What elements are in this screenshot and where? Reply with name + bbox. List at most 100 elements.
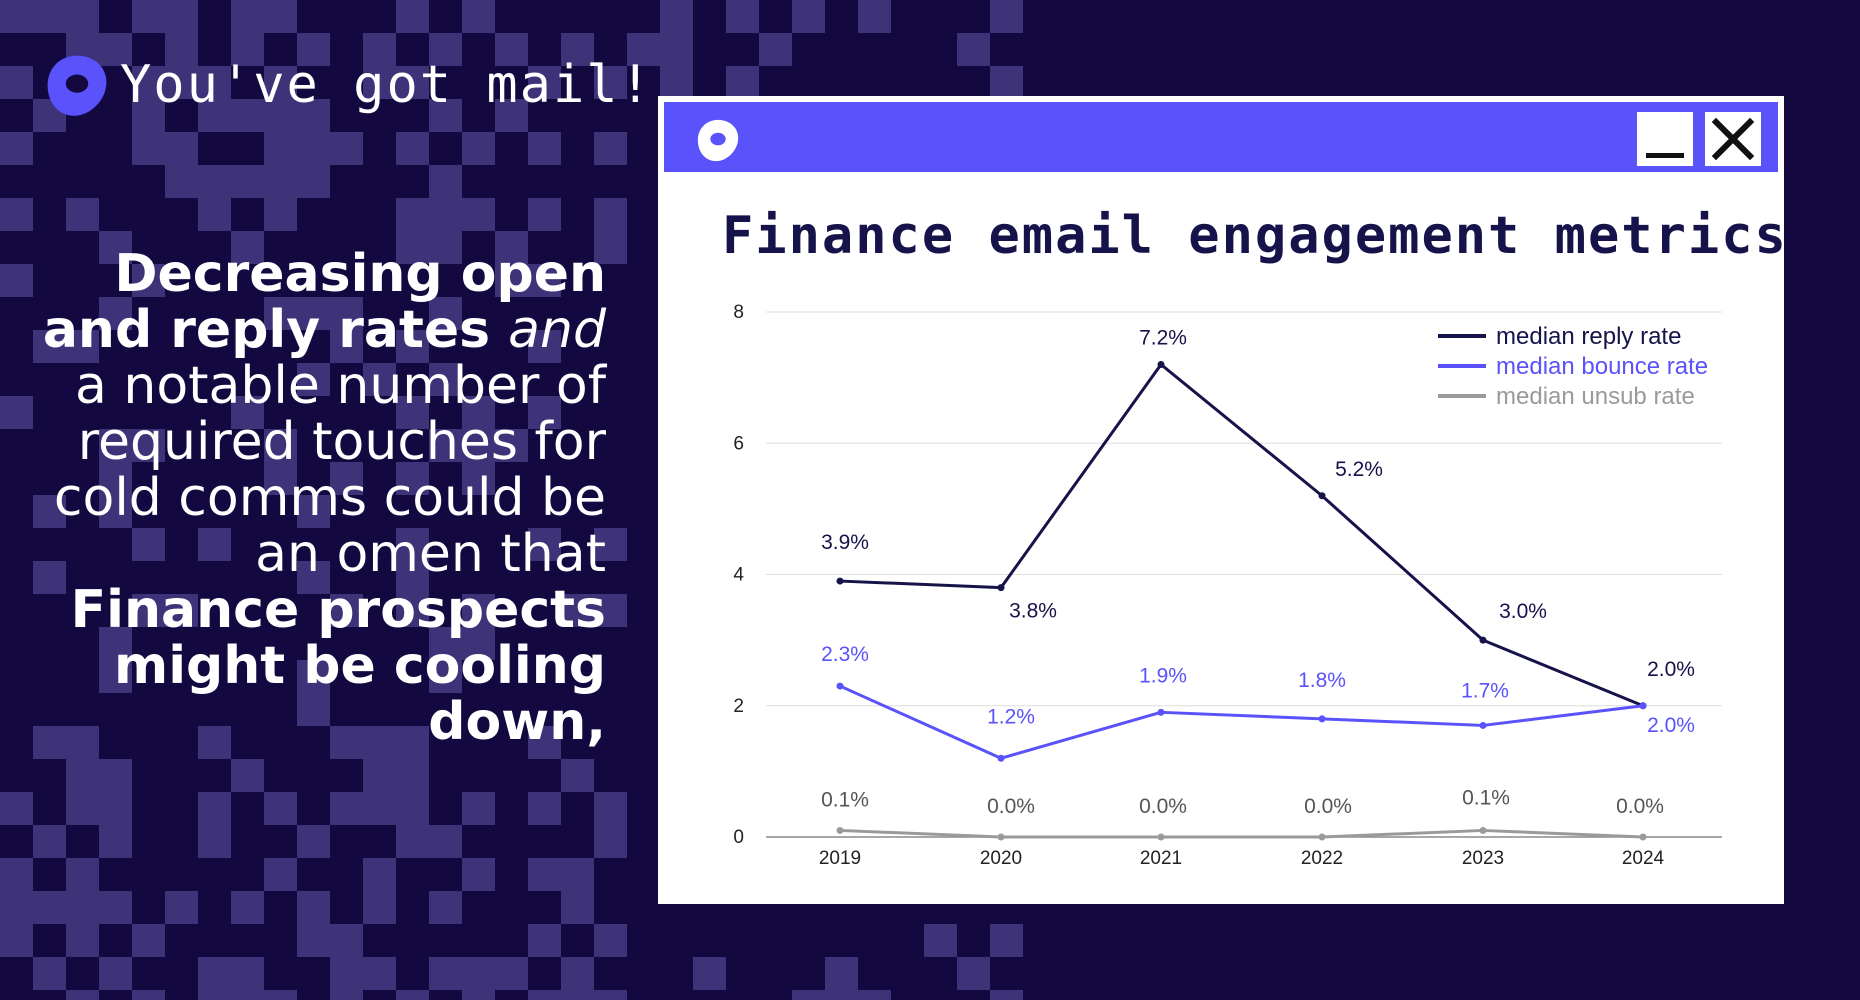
- pattern-tile: [825, 957, 858, 990]
- pattern-tile: [990, 66, 1023, 99]
- pattern-tile: [264, 66, 297, 99]
- data-label: 0.1%: [821, 788, 869, 811]
- pattern-tile: [99, 825, 132, 858]
- data-point: [1479, 721, 1487, 729]
- pattern-tile: [462, 627, 495, 660]
- series-line: [839, 363, 1644, 708]
- pattern-tile: [0, 132, 33, 165]
- data-point: [1318, 492, 1326, 500]
- close-icon: [1711, 117, 1755, 161]
- pattern-tile: [0, 858, 33, 891]
- pattern-tile: [264, 99, 297, 132]
- pattern-tile: [66, 198, 99, 231]
- pattern-tile: [957, 957, 990, 990]
- pattern-tile: [429, 627, 462, 660]
- pattern-tile: [198, 990, 231, 1000]
- pattern-tile: [297, 363, 330, 396]
- pattern-tile: [396, 825, 429, 858]
- pattern-tile: [462, 0, 495, 33]
- pattern-tile: [33, 825, 66, 858]
- pattern-tile: [99, 660, 132, 693]
- pattern-tile: [33, 957, 66, 990]
- pattern-tile: [330, 792, 363, 825]
- pattern-tile: [297, 561, 330, 594]
- pattern-tile: [495, 231, 528, 264]
- minimize-button[interactable]: [1637, 112, 1693, 166]
- pattern-tile: [297, 165, 330, 198]
- pattern-tile: [594, 528, 627, 561]
- pattern-tile: [462, 462, 495, 495]
- pattern-tile: [396, 726, 429, 759]
- pattern-tile: [297, 33, 330, 66]
- data-label: 1.9%: [1139, 664, 1187, 687]
- pattern-tile: [396, 0, 429, 33]
- headline: Decreasing open and reply rates and a no…: [40, 246, 606, 750]
- pattern-tile: [297, 825, 330, 858]
- pattern-tile: [330, 990, 363, 1000]
- pattern-tile: [198, 825, 231, 858]
- pattern-tile: [759, 33, 792, 66]
- pattern-tile: [429, 429, 462, 462]
- pattern-tile: [462, 198, 495, 231]
- pattern-tile: [99, 462, 132, 495]
- data-label: 3.8%: [1009, 600, 1057, 623]
- pattern-tile: [561, 891, 594, 924]
- pattern-tile: [495, 264, 528, 297]
- data-label: 0.0%: [1616, 795, 1664, 818]
- pattern-tile: [396, 561, 429, 594]
- y-tick-label: 0: [733, 827, 744, 848]
- pattern-tile: [726, 66, 759, 99]
- pattern-tile: [528, 330, 561, 363]
- data-point: [1318, 715, 1326, 723]
- pattern-tile: [429, 825, 462, 858]
- pattern-tile: [264, 990, 297, 1000]
- pattern-tile: [363, 792, 396, 825]
- pattern-tile: [66, 858, 99, 891]
- close-button[interactable]: [1705, 112, 1761, 166]
- pattern-tile: [198, 165, 231, 198]
- data-point: [997, 833, 1005, 841]
- pattern-tile: [66, 330, 99, 363]
- pattern-tile: [396, 594, 429, 627]
- pattern-tile: [231, 0, 264, 33]
- pattern-tile: [726, 0, 759, 33]
- x-tick-label: 2022: [1301, 848, 1343, 869]
- pattern-tile: [264, 132, 297, 165]
- pattern-tile: [132, 528, 165, 561]
- pattern-tile: [0, 198, 33, 231]
- headline-segment: a notable number of required touches for…: [53, 356, 606, 584]
- pattern-tile: [429, 660, 462, 693]
- pattern-tile: [99, 957, 132, 990]
- pattern-tile: [363, 33, 396, 66]
- series-line: [839, 684, 1644, 760]
- outreach-logo-icon: [697, 119, 739, 162]
- pattern-tile: [396, 462, 429, 495]
- pattern-tile: [165, 33, 198, 66]
- pattern-tile: [99, 33, 132, 66]
- pattern-tile: [99, 297, 132, 330]
- headline-segment: and: [508, 300, 606, 360]
- pattern-tile: [297, 660, 330, 693]
- pattern-tile: [33, 0, 66, 33]
- pattern-tile: [264, 198, 297, 231]
- pattern-tile: [594, 66, 627, 99]
- pattern-tile: [33, 561, 66, 594]
- pattern-tile: [231, 990, 264, 1000]
- pattern-tile: [264, 792, 297, 825]
- pattern-tile: [99, 495, 132, 528]
- pattern-tile: [297, 132, 330, 165]
- pattern-tile: [33, 891, 66, 924]
- pattern-tile: [561, 957, 594, 990]
- legend-label: median bounce rate: [1496, 353, 1708, 380]
- pattern-tile: [33, 726, 66, 759]
- pattern-tile: [462, 396, 495, 429]
- data-label: 1.8%: [1298, 669, 1346, 692]
- pattern-tile: [561, 594, 594, 627]
- data-label: 0.0%: [987, 795, 1035, 818]
- pattern-tile: [132, 132, 165, 165]
- pattern-tile: [594, 825, 627, 858]
- pattern-tile: [462, 990, 495, 1000]
- pattern-tile: [429, 231, 462, 264]
- pattern-tile: [594, 198, 627, 231]
- chart-window: Finance email engagement metrics 0 2 4 6 8 20…: [658, 96, 1786, 904]
